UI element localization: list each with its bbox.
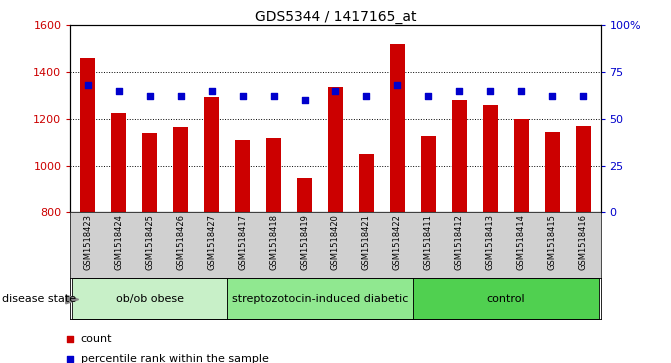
- Text: GSM1518420: GSM1518420: [331, 214, 340, 270]
- Text: ob/ob obese: ob/ob obese: [115, 294, 183, 303]
- Bar: [390, 44, 405, 212]
- Bar: [359, 154, 374, 212]
- Point: [206, 88, 217, 94]
- Text: streptozotocin-induced diabetic: streptozotocin-induced diabetic: [231, 294, 408, 303]
- Point: [144, 94, 155, 99]
- Text: GSM1518422: GSM1518422: [393, 214, 402, 270]
- Text: count: count: [81, 334, 112, 344]
- Text: GSM1518427: GSM1518427: [207, 214, 216, 270]
- Text: control: control: [486, 294, 525, 303]
- Bar: [80, 58, 95, 212]
- Bar: [172, 127, 189, 212]
- Text: disease state: disease state: [2, 294, 76, 305]
- Point: [547, 94, 558, 99]
- Point: [454, 88, 465, 94]
- Point: [361, 94, 372, 99]
- Bar: [421, 136, 436, 212]
- Point: [113, 88, 124, 94]
- Bar: [576, 126, 591, 212]
- Point: [65, 337, 76, 342]
- Text: GSM1518413: GSM1518413: [486, 214, 495, 270]
- Point: [485, 88, 496, 94]
- Text: GSM1518423: GSM1518423: [83, 214, 92, 270]
- Bar: [266, 138, 281, 212]
- Bar: [204, 97, 219, 212]
- Point: [299, 97, 310, 103]
- Point: [175, 94, 186, 99]
- Bar: [482, 105, 499, 212]
- Point: [65, 356, 76, 362]
- Bar: [545, 132, 560, 212]
- Text: GSM1518419: GSM1518419: [300, 214, 309, 270]
- Text: GSM1518424: GSM1518424: [114, 214, 123, 270]
- Bar: [235, 140, 250, 212]
- Point: [268, 94, 279, 99]
- Text: GSM1518416: GSM1518416: [579, 214, 588, 270]
- Text: GSM1518418: GSM1518418: [269, 214, 278, 270]
- Bar: [413, 278, 599, 319]
- Text: GSM1518412: GSM1518412: [455, 214, 464, 270]
- Bar: [142, 133, 157, 212]
- Point: [578, 94, 589, 99]
- Point: [330, 88, 341, 94]
- Text: GSM1518415: GSM1518415: [548, 214, 557, 270]
- Point: [82, 82, 93, 88]
- Text: GSM1518417: GSM1518417: [238, 214, 247, 270]
- Bar: [111, 113, 126, 212]
- Bar: [297, 179, 312, 212]
- Text: percentile rank within the sample: percentile rank within the sample: [81, 354, 268, 363]
- Text: GSM1518411: GSM1518411: [424, 214, 433, 270]
- Bar: [227, 278, 413, 319]
- Text: GSM1518421: GSM1518421: [362, 214, 371, 270]
- Polygon shape: [66, 295, 79, 304]
- Text: GSM1518414: GSM1518414: [517, 214, 526, 270]
- Text: GSM1518426: GSM1518426: [176, 214, 185, 270]
- Bar: [72, 278, 227, 319]
- Bar: [327, 87, 344, 212]
- Bar: [452, 100, 467, 212]
- Point: [237, 94, 248, 99]
- Point: [423, 94, 434, 99]
- Point: [516, 88, 527, 94]
- Title: GDS5344 / 1417165_at: GDS5344 / 1417165_at: [255, 11, 416, 24]
- Bar: [514, 119, 529, 212]
- Point: [392, 82, 403, 88]
- Text: GSM1518425: GSM1518425: [145, 214, 154, 270]
